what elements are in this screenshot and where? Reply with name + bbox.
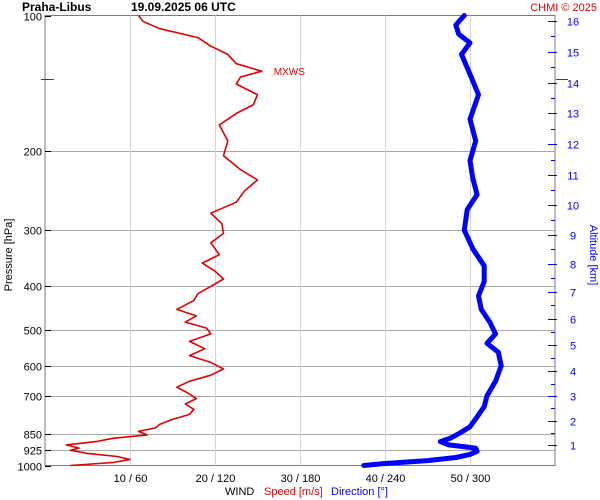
pressure-tick-label: 200 <box>24 147 42 159</box>
altitude-tick-label: 7 <box>570 288 576 300</box>
credit-label: CHMI © 2025 <box>530 2 597 14</box>
chart-title: Praha-Libus <box>22 0 92 14</box>
altitude-tick-label: 6 <box>570 315 576 327</box>
chart-subtitle: 19.09.2025 06 UTC <box>131 0 236 14</box>
pressure-tick-label: 500 <box>24 326 42 338</box>
pressure-tick-label: 100 <box>24 12 42 24</box>
altitude-tick-label: 4 <box>570 367 576 379</box>
pressure-tick-label: 400 <box>24 282 42 294</box>
altitude-tick-label: 2 <box>570 417 576 429</box>
grid <box>45 15 555 466</box>
altitude-tick-label: 16 <box>567 17 579 29</box>
altitude-tick-label: 10 <box>567 201 579 213</box>
direction-series-line <box>361 13 504 468</box>
pressure-axis-label: Pressure [hPa] <box>3 219 15 292</box>
altitude-tick-label: 15 <box>567 48 579 60</box>
pressure-tick-label: 925 <box>24 446 42 458</box>
mxws-annotation: MXWS <box>274 67 305 78</box>
pressure-tick-label: 700 <box>24 392 42 404</box>
wind-tick-label: 40 / 240 <box>366 473 406 485</box>
pressure-tick-label: 1000 <box>18 462 42 474</box>
altitude-tick-label: 11 <box>567 171 578 183</box>
wind-tick-label: 30 / 180 <box>281 473 321 485</box>
altitude-tick-label: 1 <box>570 441 576 453</box>
pressure-tick-label: 850 <box>24 430 42 442</box>
altitude-tick-label: 12 <box>567 140 579 152</box>
altitude-tick-label: 8 <box>570 260 576 272</box>
wind-ticks: 10 / 60 20 / 120 30 / 180 40 / 240 50 / 300 <box>114 473 491 485</box>
speed-legend-label: Speed [m/s] <box>264 486 323 498</box>
pressure-tick-label: 600 <box>24 362 42 374</box>
altitude-tick-label: 3 <box>570 392 576 404</box>
wind-tick-label: 10 / 60 <box>114 473 148 485</box>
speed-series-line <box>65 15 263 467</box>
pressure-tick-label: 300 <box>24 226 42 238</box>
wind-tick-label: 50 / 300 <box>451 473 491 485</box>
altitude-tick-label: 5 <box>570 341 576 353</box>
pressure-ticks: 100 200 300 400 500 600 700 850 925 1000 <box>18 12 51 474</box>
altitude-tick-label: 13 <box>567 109 579 121</box>
wind-tick-label: 20 / 120 <box>196 473 236 485</box>
altitude-tick-label: 14 <box>567 79 579 91</box>
altitude-tick-label: 9 <box>570 231 576 243</box>
altitude-axis-label: Altitude [km] <box>587 225 599 286</box>
direction-legend-label: Direction [°] <box>331 486 388 498</box>
wind-label: WIND <box>225 486 254 498</box>
